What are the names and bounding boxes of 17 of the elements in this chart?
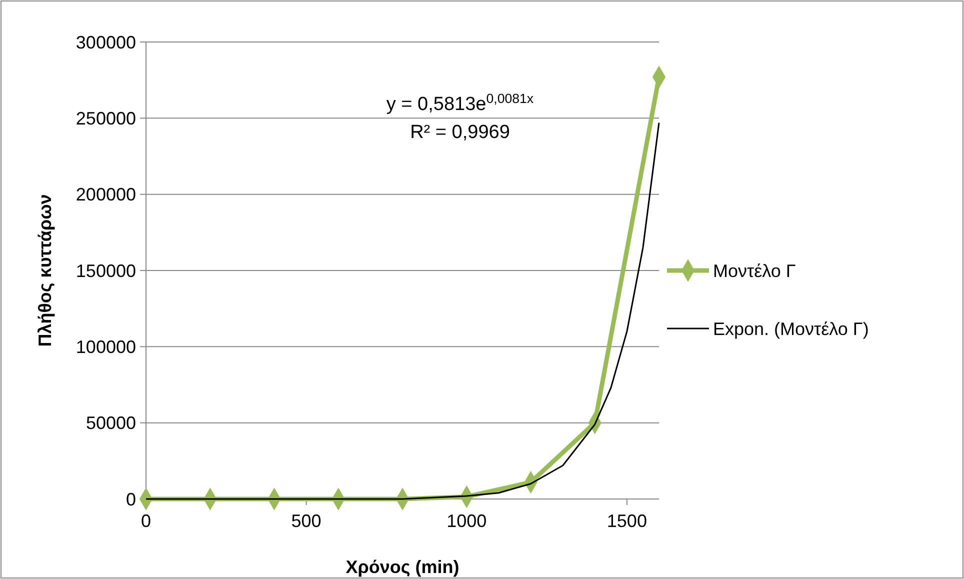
y-tick-label: 150000 (76, 260, 136, 281)
y-tick-label: 0 (126, 489, 136, 510)
legend-label: Expon. (Μοντέλο Γ) (713, 318, 869, 339)
annotation: R² = 0,9969 (410, 122, 510, 143)
x-tick-label: 0 (140, 511, 152, 531)
legend-label: Μοντέλο Γ (713, 260, 796, 281)
y-tick-label: 100000 (76, 336, 136, 357)
y-tick-label: 50000 (86, 413, 136, 434)
y-tick-label: 300000 (76, 32, 136, 52)
x-axis-title: Χρόνος (min) (346, 557, 460, 577)
annotation: y = 0,5813e$^{0,0081x}$ (386, 90, 534, 115)
x-tick-label: 1000 (446, 511, 487, 531)
y-tick-label: 200000 (76, 184, 136, 205)
x-tick-label: 1500 (606, 511, 647, 531)
y-tick-label: 250000 (76, 108, 136, 128)
x-tick-label: 500 (291, 511, 322, 531)
y-axis-title: Πλήθος κυττάρων (35, 194, 55, 347)
